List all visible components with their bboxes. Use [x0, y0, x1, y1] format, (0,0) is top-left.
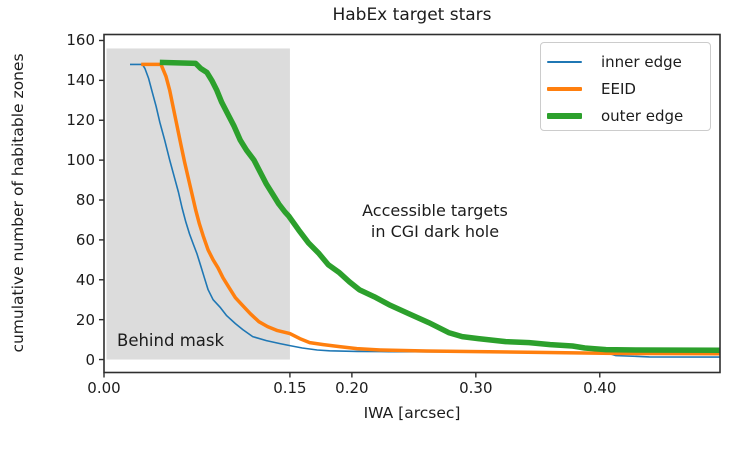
- x-tick-label: 0.15: [273, 379, 307, 397]
- annotation-behind-mask: Behind mask: [117, 331, 225, 350]
- x-axis-label: IWA [arcsec]: [363, 404, 461, 422]
- x-tick-label: 0.00: [87, 379, 121, 397]
- series-line-EEID: [141, 62, 721, 356]
- y-tick-label: 100: [66, 151, 95, 170]
- chart-title: HabEx target stars: [332, 5, 492, 25]
- behind-mask-region: [106, 48, 290, 360]
- y-tick-label: 0: [85, 350, 95, 369]
- legend-label-outer-edge: outer edge: [601, 107, 684, 126]
- y-tick-label: 20: [75, 310, 95, 329]
- x-tick-label: 0.40: [583, 379, 617, 397]
- legend-entry-outer-edge: outer edge: [547, 103, 710, 130]
- y-tick-label: 80: [75, 191, 95, 209]
- annotation-accessible-targets: Accessible targets in CGI dark hole: [362, 200, 508, 242]
- x-tick-label: 0.20: [335, 379, 369, 397]
- legend-line-swatch-eeid: [547, 86, 582, 91]
- y-tick-label: 60: [75, 230, 95, 249]
- y-tick-label: 160: [66, 31, 95, 50]
- legend-label-eeid: EEID: [601, 79, 636, 98]
- y-tick-label: 120: [66, 111, 95, 130]
- legend-entry-eeid: EEID: [547, 75, 710, 102]
- annotation-line-2: in CGI dark hole: [370, 222, 500, 241]
- axes-spines: [103, 33, 721, 374]
- legend-entry-inner-edge: inner edge: [547, 48, 710, 75]
- legend-line-swatch-inner-edge: [547, 60, 582, 63]
- y-tick-label: 40: [75, 270, 95, 289]
- legend-label-inner-edge: inner edge: [601, 52, 682, 71]
- legend: inner edge EEID outer edge: [540, 42, 711, 131]
- y-axis-label: cumulative number of habitable zones: [9, 53, 27, 353]
- y-tick-label: 140: [66, 71, 95, 90]
- series-line-outer-edge: [159, 59, 721, 353]
- legend-line-swatch-outer-edge: [547, 113, 582, 120]
- x-tick-label: 0.30: [459, 379, 493, 397]
- annotation-line-1: Accessible targets: [362, 201, 508, 220]
